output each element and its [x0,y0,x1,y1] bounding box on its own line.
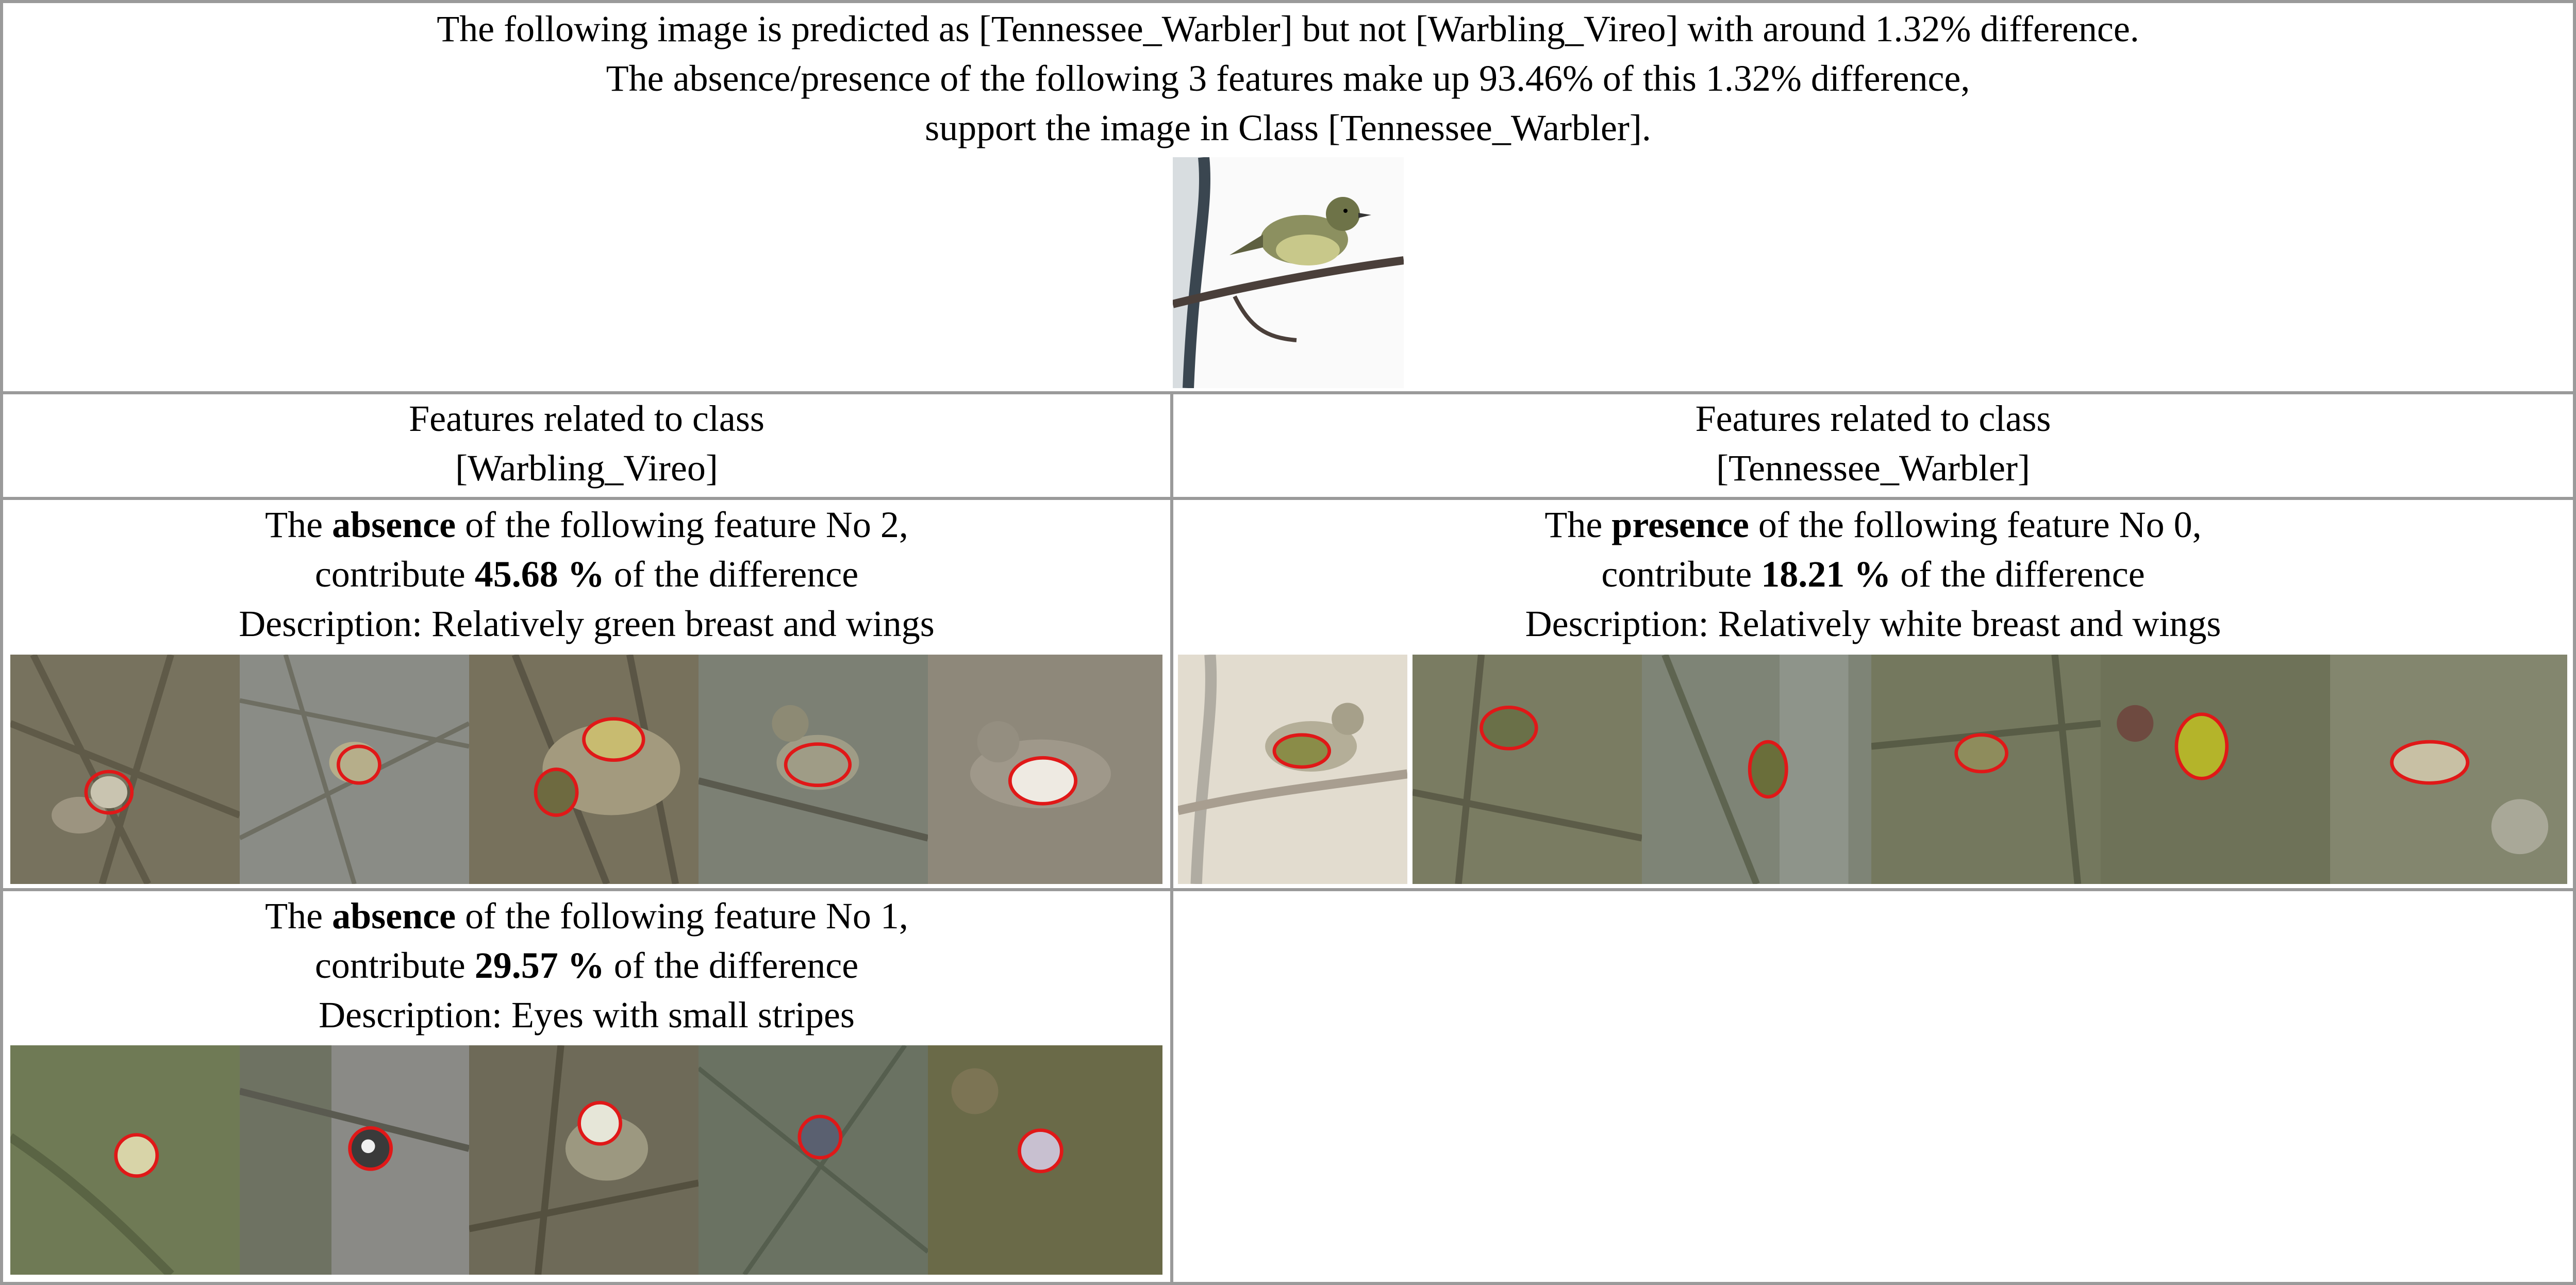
feature-1-example-4 [699,1045,928,1275]
feature-1-example-5 [928,1045,1162,1275]
feature-1-kind: absence [332,895,456,937]
feature-0-example-4 [2101,655,2330,884]
left-class-heading-line-1: Features related to class [409,398,765,439]
feature-0-query-example [1178,655,1407,884]
feature-0-example-3 [1871,655,2101,884]
row-divider-header [0,391,2576,394]
feature-2-example-3 [469,655,699,884]
feature-2-title: The absence of the following feature No … [265,504,908,545]
feature-0-example-5 [2330,655,2567,884]
header-line-3: support the image in Class [Tennessee_Wa… [925,107,1651,148]
feature-2-example-5 [928,655,1162,884]
feature-2-percent: 45.68 % [474,554,605,595]
right-class-heading-line-2: [Tennessee_Warbler] [1716,447,2030,489]
column-divider [1170,391,1173,1285]
query-bird-image [1173,157,1404,388]
header-line-2: The absence/presence of the following 3 … [606,58,1970,99]
feature-1-title: The absence of the following feature No … [265,895,908,937]
feature-2-example-2 [240,655,469,884]
feature-2-kind: absence [332,504,456,545]
feature-0-percent: 18.21 % [1761,554,1891,595]
feature-0-description: Description: Relatively white breast and… [1525,603,2221,644]
feature-0-kind: presence [1611,504,1749,545]
feature-0-example-2 [1642,655,1871,884]
feature-1-percent: 29.57 % [474,945,605,986]
feature-2-description: Description: Relatively green breast and… [239,603,935,644]
feature-1-description: Description: Eyes with small stripes [319,994,855,1036]
header-line-1: The following image is predicted as [Ten… [437,8,2139,49]
right-class-heading-line-1: Features related to class [1695,398,2051,439]
left-class-heading-line-2: [Warbling_Vireo] [455,447,718,489]
feature-0-example-1 [1412,655,1642,884]
feature-2-example-1 [10,655,240,884]
feature-0-contribution: contribute 18.21 % of the difference [1601,554,2145,595]
feature-2-example-4 [699,655,928,884]
feature-1-example-2 [240,1045,469,1275]
feature-1-example-1 [10,1045,240,1275]
feature-1-contribution: contribute 29.57 % of the difference [314,945,859,986]
feature-2-contribution: contribute 45.68 % of the difference [314,554,859,595]
feature-0-title: The presence of the following feature No… [1544,504,2202,545]
feature-1-example-3 [469,1045,699,1275]
row-divider-class [0,497,2576,500]
row-divider-feature [0,888,2576,891]
